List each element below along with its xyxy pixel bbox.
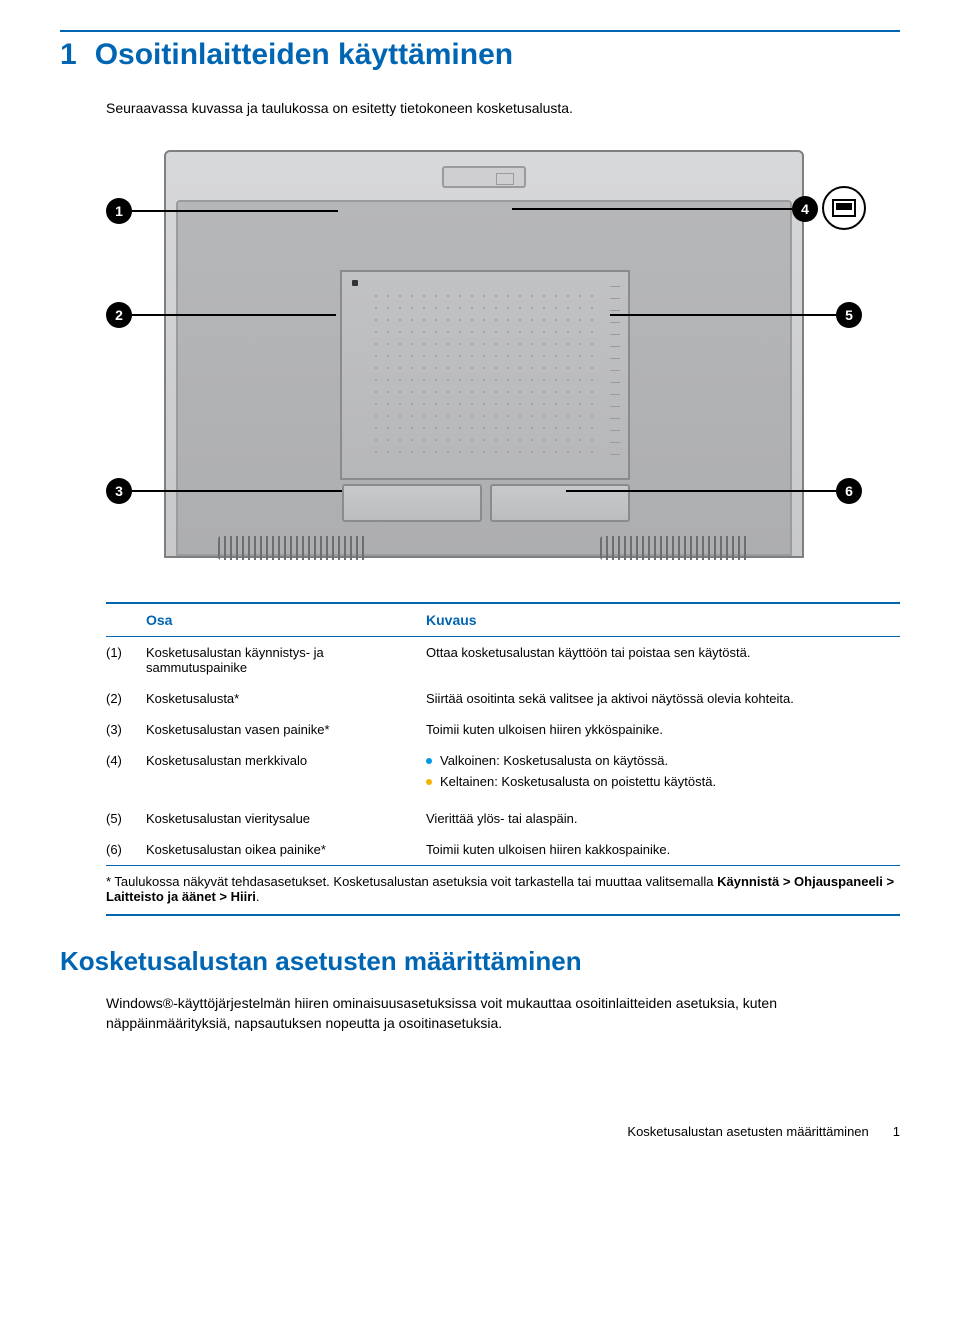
row-desc-item-text: Valkoinen: Kosketusalusta on käytössä. (440, 753, 668, 768)
parts-table: Osa Kuvaus (1)Kosketusalustan käynnistys… (106, 602, 900, 916)
scroll-strip (610, 286, 620, 464)
speaker-left (218, 536, 368, 560)
page-footer: Kosketusalustan asetusten määrittäminen … (60, 1124, 900, 1139)
hinge-latch (442, 166, 526, 188)
row-num: (1) (106, 645, 146, 660)
footnote-post: . (256, 889, 260, 904)
callout-2: 2 (106, 302, 132, 328)
row-desc: Toimii kuten ulkoisen hiiren ykköspainik… (426, 722, 900, 737)
row-name: Kosketusalustan vasen painike* (146, 722, 426, 737)
touchpad-area (340, 270, 630, 480)
row-desc-item-text: Keltainen: Kosketusalusta on poistettu k… (440, 774, 716, 789)
table-header: Osa Kuvaus (106, 604, 900, 636)
callout-1-num: 1 (115, 203, 123, 219)
callout-5: 5 (836, 302, 862, 328)
header-desc: Kuvaus (426, 612, 900, 628)
chapter-title: Osoitinlaitteiden käyttäminen (95, 38, 513, 72)
callout-3-num: 3 (115, 483, 123, 499)
callout-5-num: 5 (845, 307, 853, 323)
touchpad-diagram: 1 2 3 4 5 6 (106, 144, 866, 564)
footnote-pre: * Taulukossa näkyvät tehdasasetukset. Ko… (106, 874, 717, 889)
callout-4-num: 4 (801, 201, 809, 217)
row-desc: Valkoinen: Kosketusalusta on käytössä. Ke… (426, 753, 900, 795)
row-desc-item: Keltainen: Kosketusalusta on poistettu k… (426, 774, 900, 789)
callout-1: 1 (106, 198, 132, 224)
row-num: (5) (106, 811, 146, 826)
footer-text: Kosketusalustan asetusten määrittäminen (627, 1124, 868, 1139)
header-part: Osa (146, 612, 426, 628)
top-rule (60, 30, 900, 32)
bullet-icon (426, 779, 432, 785)
chapter-number: 1 (60, 38, 77, 72)
table-footnote: * Taulukossa näkyvät tehdasasetukset. Ko… (106, 866, 900, 914)
callout-2-num: 2 (115, 307, 123, 323)
row-name: Kosketusalustan oikea painike* (146, 842, 426, 857)
row-name: Kosketusalusta* (146, 691, 426, 706)
callout-4 (822, 186, 866, 230)
chapter-heading: 1 Osoitinlaitteiden käyttäminen (60, 38, 900, 72)
callout-6: 6 (836, 478, 862, 504)
row-name: Kosketusalustan vieritysalue (146, 811, 426, 826)
row-num: (6) (106, 842, 146, 857)
table-row: (2)Kosketusalusta*Siirtää osoitinta sekä… (106, 683, 900, 714)
row-desc: Vierittää ylös- tai alaspäin. (426, 811, 900, 826)
row-num: (3) (106, 722, 146, 737)
table-row: (4)Kosketusalustan merkkivaloValkoinen: … (106, 745, 900, 803)
footer-page: 1 (893, 1124, 900, 1139)
intro-paragraph: Seuraavassa kuvassa ja taulukossa on esi… (106, 100, 900, 116)
section-heading: Kosketusalustan asetusten määrittäminen (60, 946, 900, 977)
palmrest (176, 200, 792, 556)
speaker-right (600, 536, 750, 560)
table-row: (5)Kosketusalustan vieritysalueVierittää… (106, 803, 900, 834)
callout-3: 3 (106, 478, 132, 504)
bullet-icon (426, 758, 432, 764)
callout-6-num: 6 (845, 483, 853, 499)
touchpad-icon (832, 199, 856, 217)
touchpad-texture (370, 290, 598, 460)
touchpad-left-button (342, 484, 482, 522)
row-num: (2) (106, 691, 146, 706)
row-desc: Toimii kuten ulkoisen hiiren kakkospaini… (426, 842, 900, 857)
row-name: Kosketusalustan merkkivalo (146, 753, 426, 768)
row-desc: Siirtää osoitinta sekä valitsee ja aktiv… (426, 691, 900, 706)
row-desc-item: Valkoinen: Kosketusalusta on käytössä. (426, 753, 900, 768)
table-row: (1)Kosketusalustan käynnistys- ja sammut… (106, 637, 900, 683)
row-desc: Ottaa kosketusalustan käyttöön tai poist… (426, 645, 900, 660)
callout-4-num-wrap: 4 (792, 196, 818, 222)
table-row: (6)Kosketusalustan oikea painike*Toimii … (106, 834, 900, 865)
section-body: Windows®-käyttöjärjestelmän hiiren omina… (106, 993, 900, 1034)
touchpad-light (352, 280, 358, 286)
row-name: Kosketusalustan käynnistys- ja sammutusp… (146, 645, 426, 675)
table-row: (3)Kosketusalustan vasen painike*Toimii … (106, 714, 900, 745)
row-num: (4) (106, 753, 146, 768)
